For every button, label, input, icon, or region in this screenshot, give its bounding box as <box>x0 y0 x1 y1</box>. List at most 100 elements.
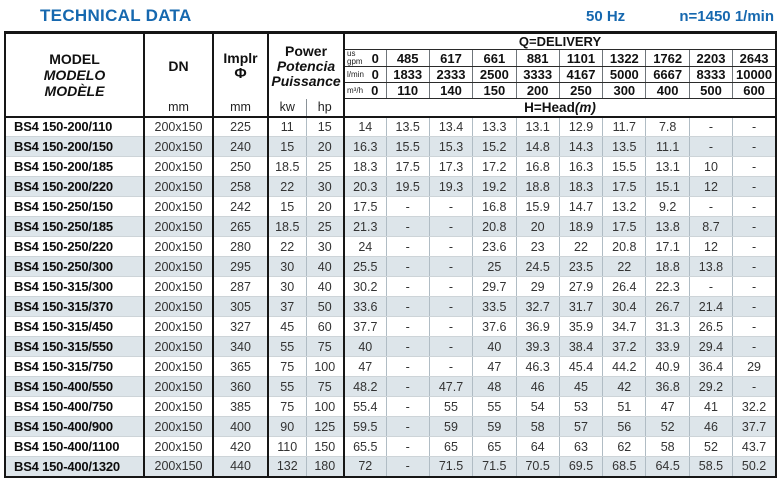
head-value-cell: 13.1 <box>515 116 560 137</box>
head-value-cell: 55 <box>428 396 473 417</box>
head-value-cell: 18.3 <box>343 156 387 177</box>
kw-cell: 15 <box>267 136 306 157</box>
power-label-fr: Puissance <box>271 72 341 89</box>
head-value-cell: 27.9 <box>558 276 603 297</box>
head-value-cell: 13.5 <box>385 116 430 137</box>
head-value-cell: - <box>428 216 473 237</box>
head-value-cell: 65 <box>428 436 473 457</box>
head-value-cell: 48 <box>472 376 516 397</box>
implr-cell: 240 <box>212 136 268 157</box>
head-value-cell: 47 <box>472 356 516 377</box>
head-value-cell: - <box>428 236 473 257</box>
delivery-zero-value: 0 <box>371 67 379 82</box>
head-value-cell: - <box>428 356 473 377</box>
head-value-cell: 30.4 <box>602 296 646 317</box>
head-value-cell: 23.6 <box>472 236 516 257</box>
head-value-cell: 29.4 <box>688 336 733 357</box>
dn-cell: 200x150 <box>143 296 213 317</box>
dn-cell: 200x150 <box>143 316 213 337</box>
head-value-cell: 40 <box>343 336 387 357</box>
head-value-cell: 71.5 <box>428 456 473 477</box>
head-value-cell: 37.6 <box>472 316 516 337</box>
head-value-cell: 13.8 <box>645 216 690 237</box>
delivery-value: 2203 <box>688 49 733 67</box>
head-value-cell: - <box>385 356 430 377</box>
delivery-value: 1322 <box>602 49 646 67</box>
delivery-header: Q=DELIVERY <box>343 32 776 50</box>
head-value-cell: - <box>385 296 430 317</box>
model-cell: BS4 150-400/1320 <box>5 456 144 477</box>
head-value-cell: 33.5 <box>472 296 516 317</box>
delivery-unit-label: us gpm <box>347 49 363 66</box>
kw-cell: 18.5 <box>267 156 306 177</box>
head-value-cell: 14.7 <box>558 196 603 217</box>
head-value-cell: 13.4 <box>428 116 473 137</box>
head-value-cell: - <box>732 196 776 217</box>
model-cell: BS4 150-315/450 <box>5 316 144 337</box>
head-value-cell: 17.3 <box>428 156 473 177</box>
implr-cell: 327 <box>212 316 268 337</box>
col-header-model: MODEL MODELO MODÈLE <box>5 32 144 118</box>
head-value-cell: 16.3 <box>558 156 603 177</box>
model-cell: BS4 150-400/1100 <box>5 436 144 457</box>
delivery-value: 617 <box>428 49 473 67</box>
hp-cell: 75 <box>305 336 345 357</box>
header-row-top: MODEL MODELO MODÈLE DN Implr Φ Power Pot… <box>5 32 776 118</box>
head-value-cell: - <box>428 196 473 217</box>
model-cell: BS4 150-250/150 <box>5 196 144 217</box>
model-cell: BS4 150-200/110 <box>5 116 144 137</box>
head-value-cell: 13.1 <box>645 156 690 177</box>
delivery-value: 1833 <box>385 66 430 83</box>
model-cell: BS4 150-200/220 <box>5 176 144 197</box>
delivery-value: 250 <box>558 82 603 99</box>
dn-cell: 200x150 <box>143 436 213 457</box>
head-value-cell: 14.8 <box>515 136 560 157</box>
implr-cell: 385 <box>212 396 268 417</box>
head-value-cell: 12 <box>688 236 733 257</box>
hp-cell: 30 <box>305 236 345 257</box>
head-value-cell: 33.6 <box>343 296 387 317</box>
head-value-cell: 21.4 <box>688 296 733 317</box>
head-value-cell: - <box>688 116 733 137</box>
dn-cell: 200x150 <box>143 256 213 277</box>
hp-cell: 75 <box>305 376 345 397</box>
head-value-cell: 53 <box>558 396 603 417</box>
head-value-cell: 16.8 <box>515 156 560 177</box>
head-value-cell: 62 <box>602 436 646 457</box>
head-value-cell: - <box>732 236 776 257</box>
head-value-cell: - <box>732 116 776 137</box>
head-value-cell: 18.8 <box>515 176 560 197</box>
head-value-cell: 64.5 <box>645 456 690 477</box>
head-value-cell: - <box>732 256 776 277</box>
head-value-cell: 19.5 <box>385 176 430 197</box>
delivery-value: 110 <box>385 82 430 99</box>
delivery-value: 500 <box>688 82 733 99</box>
kw-cell: 22 <box>267 236 306 257</box>
model-label-en: MODEL <box>49 50 100 67</box>
head-value-cell: 40 <box>472 336 516 357</box>
hp-cell: 180 <box>305 456 345 477</box>
hp-cell: 30 <box>305 176 345 197</box>
kw-cell: 132 <box>267 456 306 477</box>
head-value-cell: - <box>385 216 430 237</box>
dn-cell: 200x150 <box>143 196 213 217</box>
head-value-cell: 37.7 <box>343 316 387 337</box>
head-value-cell: - <box>385 416 430 437</box>
delivery-value: 150 <box>472 82 516 99</box>
table-row: BS4 150-315/750 200x150 365 75 100 47- -47 46.3… <box>5 356 776 377</box>
head-value-cell: 63 <box>558 436 603 457</box>
head-value-cell: 39.3 <box>515 336 560 357</box>
head-value-cell: 38.4 <box>558 336 603 357</box>
model-cell: BS4 150-200/185 <box>5 156 144 177</box>
table-row: BS4 150-315/300 200x150 287 30 40 30.2- -29.7 2… <box>5 276 776 297</box>
head-value-cell: 20.8 <box>602 236 646 257</box>
head-value-cell: 22 <box>558 236 603 257</box>
head-value-cell: 58 <box>515 416 560 437</box>
head-value-cell: - <box>385 336 430 357</box>
head-value-cell: 36.4 <box>688 356 733 377</box>
model-cell: BS4 150-315/550 <box>5 336 144 357</box>
head-value-cell: 20.3 <box>343 176 387 197</box>
head-value-cell: 52 <box>688 436 733 457</box>
kw-cell: 15 <box>267 196 306 217</box>
delivery-value: 2500 <box>472 66 516 83</box>
